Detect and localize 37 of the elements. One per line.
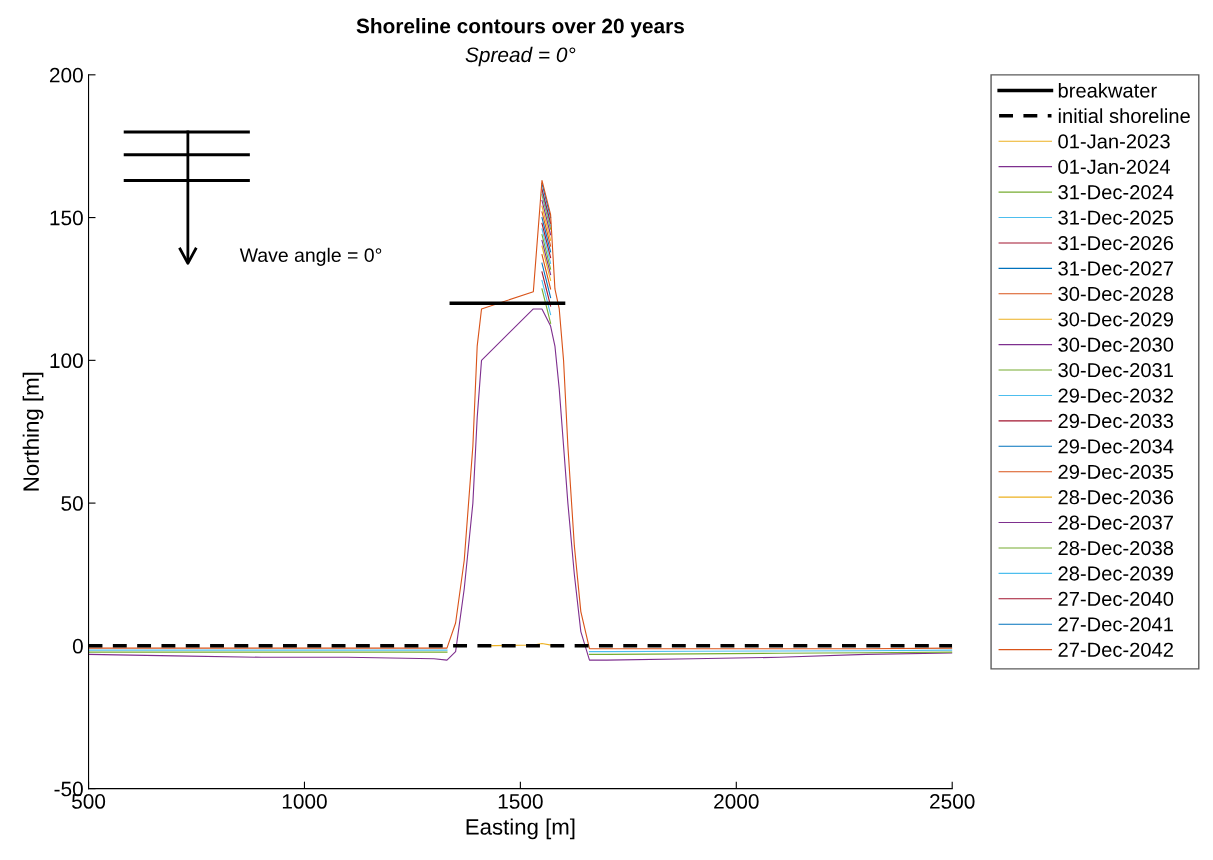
- y-tick-label: 50: [61, 496, 83, 511]
- legend-label: 31-Dec-2025: [1058, 210, 1174, 225]
- legend-label: 31-Dec-2024: [1058, 185, 1174, 200]
- y-axis-title: Northing [m]: [22, 372, 44, 491]
- legend-label: 30-Dec-2028: [1058, 286, 1174, 302]
- y-tick-label: 100: [50, 353, 83, 369]
- legend-label: 29-Dec-2034: [1058, 439, 1174, 454]
- y-tick-label: 0: [72, 638, 83, 654]
- chart-title: Shoreline contours over 20 years: [356, 18, 684, 38]
- legend-label: 29-Dec-2032: [1058, 388, 1173, 403]
- legend-label: 30-Dec-2029: [1058, 312, 1173, 327]
- legend-label: initial shoreline: [1058, 108, 1190, 124]
- legend-label: 01-Jan-2023: [1058, 134, 1170, 149]
- legend-label: 27-Dec-2041: [1058, 617, 1173, 632]
- legend-label: 28-Dec-2036: [1058, 490, 1174, 505]
- annotation: Wave angle = 0°: [239, 247, 382, 266]
- y-tick-label: 150: [50, 210, 83, 226]
- legend-label: 27-Dec-2042: [1058, 642, 1173, 657]
- legend-label: 30-Dec-2031: [1058, 363, 1173, 378]
- x-tick-label: 2500: [930, 794, 975, 809]
- legend-label: 28-Dec-2039: [1058, 566, 1173, 581]
- legend-label: 30-Dec-2030: [1058, 337, 1174, 352]
- legend-label: 28-Dec-2037: [1058, 515, 1173, 530]
- x-axis-title: Easting [m]: [466, 818, 575, 840]
- legend-label: 29-Dec-2035: [1058, 464, 1174, 479]
- legend-label: 31-Dec-2027: [1058, 261, 1173, 276]
- x-tick-label: 1500: [498, 794, 543, 809]
- chart-subtitle: Spread = 0°: [465, 46, 576, 67]
- x-tick-label: 1000: [282, 794, 327, 809]
- legend-label: 27-Dec-2040: [1058, 591, 1174, 607]
- legend-label: 31-Dec-2026: [1058, 235, 1174, 251]
- legend-label: 28-Dec-2038: [1058, 540, 1174, 556]
- y-tick-label: 200: [49, 67, 83, 83]
- legend-label: breakwater: [1058, 82, 1157, 98]
- legend-label: 01-Jan-2024: [1058, 159, 1171, 174]
- x-tick-label: 2000: [714, 794, 759, 809]
- legend-label: 29-Dec-2033: [1058, 413, 1174, 429]
